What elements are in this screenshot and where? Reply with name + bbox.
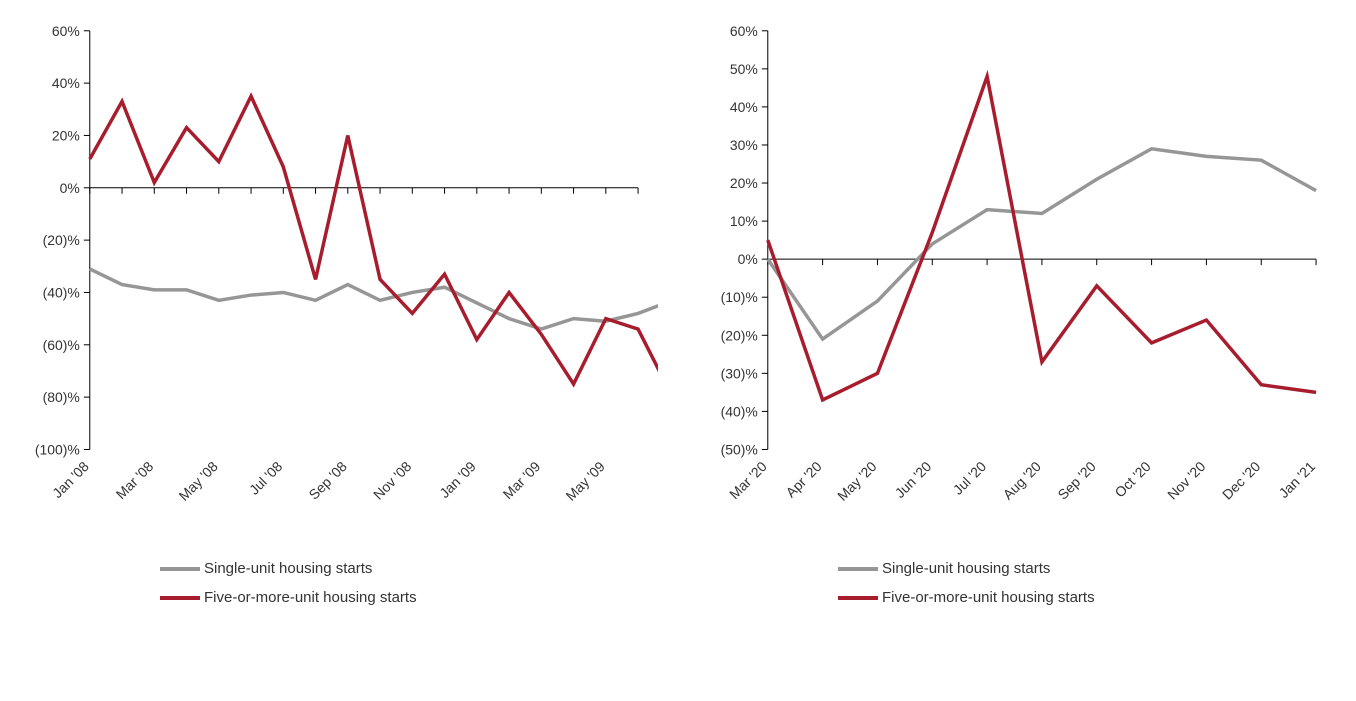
svg-text:(40)%: (40)% [43, 284, 80, 300]
svg-text:20%: 20% [730, 175, 758, 191]
svg-text:Jul '20: Jul '20 [950, 458, 990, 498]
legend-swatch-single [160, 567, 200, 571]
svg-text:Mar '09: Mar '09 [500, 458, 544, 502]
right-chart-panel: 60% 50% 40% 30% 20% 10% 0% (10)% (20)% (30)% (40)%… [698, 20, 1336, 606]
legend-label-five: Five-or-more-unit housing starts [204, 589, 417, 606]
svg-text:Apr '20: Apr '20 [782, 458, 824, 500]
svg-text:30%: 30% [730, 137, 758, 153]
svg-text:0%: 0% [738, 251, 758, 267]
svg-text:Nov '08: Nov '08 [370, 458, 415, 503]
svg-text:Jan '08: Jan '08 [49, 458, 92, 501]
svg-text:Jun '20: Jun '20 [892, 458, 935, 501]
svg-text:Oct '20: Oct '20 [1111, 458, 1153, 500]
legend-item-single: Single-unit housing starts [160, 560, 658, 577]
svg-text:Jul '08: Jul '08 [246, 458, 286, 498]
charts-container: 60%40%20%0%(20)%(40)%(60)%(80)%(100)%Jan… [20, 20, 1336, 606]
legend-swatch-five [160, 596, 200, 600]
svg-text:50%: 50% [730, 61, 758, 77]
svg-text:Sep '08: Sep '08 [305, 458, 350, 503]
svg-text:Mar '20: Mar '20 [726, 458, 770, 502]
legend-item-single-r: Single-unit housing starts [838, 560, 1336, 577]
svg-text:May '08: May '08 [175, 458, 221, 504]
svg-text:May '20: May '20 [834, 458, 880, 504]
svg-text:10%: 10% [730, 213, 758, 229]
svg-text:(20)%: (20)% [721, 327, 758, 343]
svg-text:(40)%: (40)% [721, 403, 758, 419]
svg-text:Sep '20: Sep '20 [1054, 458, 1099, 503]
legend-swatch-five-r [838, 596, 878, 600]
right-chart-svg: 60% 50% 40% 30% 20% 10% 0% (10)% (20)% (30)% (40)%… [698, 20, 1336, 540]
legend-swatch-single-r [838, 567, 878, 571]
svg-text:0%: 0% [60, 180, 80, 196]
svg-text:(30)%: (30)% [721, 365, 758, 381]
svg-text:60%: 60% [52, 23, 80, 39]
svg-text:May '09: May '09 [562, 458, 608, 504]
svg-text:20%: 20% [52, 127, 80, 143]
svg-text:Dec '20: Dec '20 [1219, 458, 1264, 503]
right-legend: Single-unit housing starts Five-or-more-… [698, 560, 1336, 606]
left-chart-svg: 60%40%20%0%(20)%(40)%(60)%(80)%(100)%Jan… [20, 20, 658, 540]
svg-text:(50)%: (50)% [721, 441, 758, 457]
svg-text:Jan '09: Jan '09 [436, 458, 479, 501]
svg-text:(100)%: (100)% [35, 441, 80, 457]
legend-item-five: Five-or-more-unit housing starts [160, 589, 658, 606]
svg-text:Aug '20: Aug '20 [1000, 458, 1045, 503]
svg-text:Jan '21: Jan '21 [1275, 458, 1318, 501]
left-legend: Single-unit housing starts Five-or-more-… [20, 560, 658, 606]
svg-text:(80)%: (80)% [43, 389, 80, 405]
legend-label-single-r: Single-unit housing starts [882, 560, 1050, 577]
left-chart-panel: 60%40%20%0%(20)%(40)%(60)%(80)%(100)%Jan… [20, 20, 658, 606]
svg-text:(20)%: (20)% [43, 232, 80, 248]
svg-text:(10)%: (10)% [721, 289, 758, 305]
svg-text:40%: 40% [52, 75, 80, 91]
legend-label-five-r: Five-or-more-unit housing starts [882, 589, 1095, 606]
svg-text:(60)%: (60)% [43, 337, 80, 353]
svg-text:Nov '20: Nov '20 [1164, 458, 1209, 503]
legend-item-five-r: Five-or-more-unit housing starts [838, 589, 1336, 606]
svg-text:Mar '08: Mar '08 [113, 458, 157, 502]
svg-text:60%: 60% [730, 23, 758, 39]
legend-label-single: Single-unit housing starts [204, 560, 372, 577]
svg-text:40%: 40% [730, 99, 758, 115]
